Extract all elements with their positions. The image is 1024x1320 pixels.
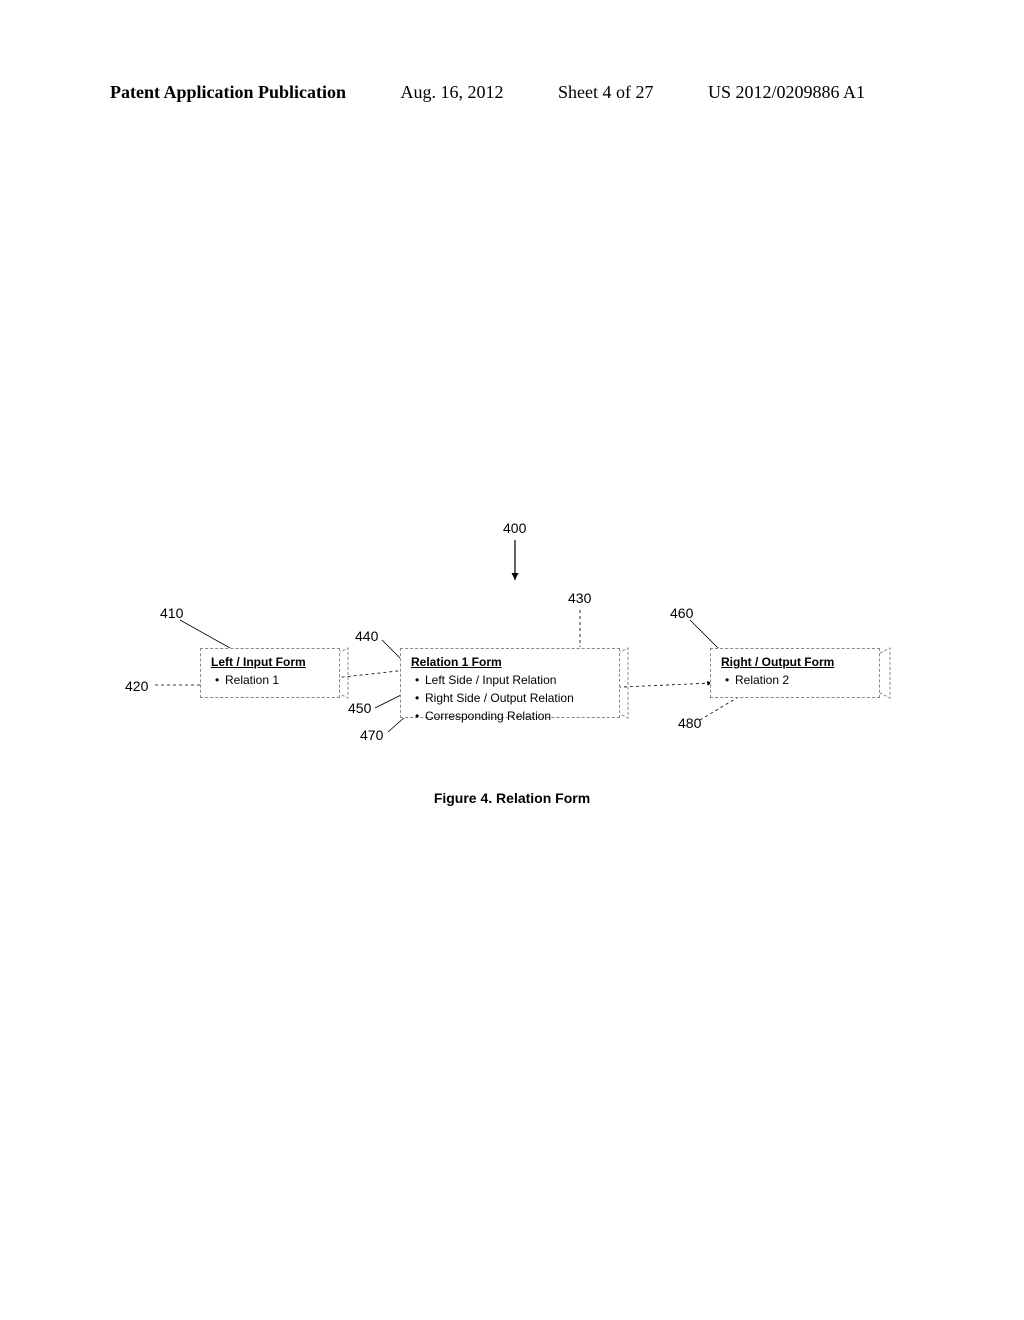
center-item-1: Left Side / Input Relation xyxy=(425,671,609,689)
page-header: Patent Application Publication Aug. 16, … xyxy=(0,82,1024,103)
header-docnum: US 2012/0209886 A1 xyxy=(708,82,865,103)
left-input-form-box: Left / Input Form Relation 1 xyxy=(200,648,340,698)
header-date: Aug. 16, 2012 xyxy=(401,82,504,103)
left-form-title: Left / Input Form xyxy=(211,655,329,669)
ref-480: 480 xyxy=(678,715,701,731)
ref-440: 440 xyxy=(355,628,378,644)
relation1-form-box: Relation 1 Form Left Side / Input Relati… xyxy=(400,648,620,718)
ref-470: 470 xyxy=(360,727,383,743)
center-item-2: Right Side / Output Relation xyxy=(425,689,609,707)
ref-410: 410 xyxy=(160,605,183,621)
ref-450: 450 xyxy=(348,700,371,716)
right-output-form-box: Right / Output Form Relation 2 xyxy=(710,648,880,698)
right-form-item: Relation 2 xyxy=(735,671,869,689)
figure-caption: Figure 4. Relation Form xyxy=(0,790,1024,806)
ref-460: 460 xyxy=(670,605,693,621)
left-form-item: Relation 1 xyxy=(225,671,329,689)
relation-form-diagram: 400 410 420 430 440 450 460 470 480 Left… xyxy=(120,520,930,750)
ref-420: 420 xyxy=(125,678,148,694)
right-form-title: Right / Output Form xyxy=(721,655,869,669)
center-item-3: Corresponding Relation xyxy=(425,707,609,725)
ref-400: 400 xyxy=(503,520,526,536)
header-publication: Patent Application Publication xyxy=(110,82,346,103)
center-form-title: Relation 1 Form xyxy=(411,655,609,669)
ref-430: 430 xyxy=(568,590,591,606)
header-sheet: Sheet 4 of 27 xyxy=(558,82,653,103)
